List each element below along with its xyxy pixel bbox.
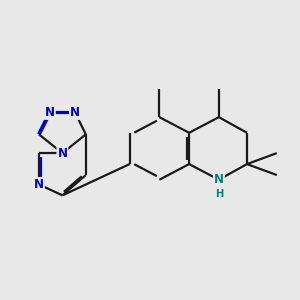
Text: H: H xyxy=(215,189,223,199)
Text: N: N xyxy=(214,173,224,186)
Text: N: N xyxy=(34,178,44,191)
Text: N: N xyxy=(57,147,68,160)
Text: N: N xyxy=(45,106,55,119)
Text: N: N xyxy=(70,106,80,119)
